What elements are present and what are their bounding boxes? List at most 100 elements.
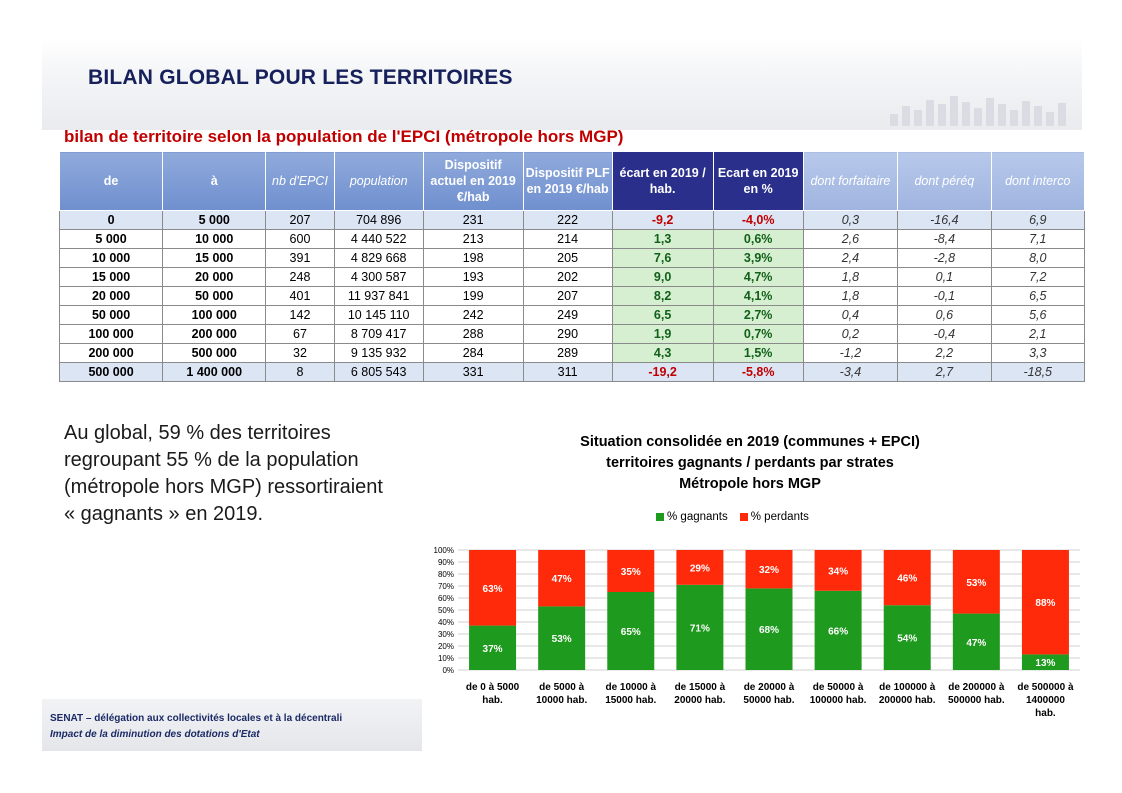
table-cell: 4 440 522 (333, 229, 424, 249)
legend-swatch-gagnants (656, 513, 664, 521)
table-cell: 401 (265, 286, 335, 306)
table-cell: 290 (522, 324, 613, 344)
bar-perdants (952, 550, 1000, 614)
data-label-gagnants: 68% (759, 625, 779, 636)
table-row: 50 000 100 000 142 10 145 110 242 249 6,5 2,7% 0… (58, 305, 1086, 325)
table-cell: 8 709 417 (333, 324, 424, 344)
table-cell: 213 (422, 229, 524, 249)
table-cell: 4 829 668 (333, 248, 424, 268)
x-tick-label: 10000 hab. (536, 695, 587, 706)
table-cell: 2,6 (802, 229, 899, 249)
table-cell: 200 000 (58, 343, 164, 363)
y-tick-label: 60% (438, 594, 454, 603)
data-label-gagnants: 47% (966, 638, 986, 649)
legend-swatch-perdants (739, 513, 748, 521)
x-tick-label: de 5000 à (539, 682, 584, 693)
table-cell: 5,6 (990, 305, 1086, 325)
table-row: 15 000 20 000 248 4 300 587 193 202 9,0 4,7% 1,8… (58, 267, 1086, 287)
data-label-gagnants: 13% (1035, 658, 1055, 669)
data-label-perdants: 53% (966, 578, 986, 589)
table-cell: 0,7% (712, 324, 804, 344)
header-nb-epci: nb d'EPCI (265, 151, 335, 211)
table-cell: 1,9 (611, 324, 714, 344)
stacked-bar-chart: 0% 10% 20% 30% 40% 50% 60% 70% 80% 90% 100% 37% 63% d… (434, 546, 1080, 719)
table-cell: 10 000 (58, 248, 164, 268)
chart-title-line-3: Métropole hors MGP (679, 476, 821, 492)
table-cell: 1,5% (712, 343, 804, 363)
table-cell: 205 (522, 248, 613, 268)
data-label-perdants: 88% (1035, 598, 1055, 609)
header-dont-interco: dont interco (990, 151, 1086, 211)
territory-table: de à nb d'EPCI population Dispositif act… (58, 151, 1086, 382)
table-cell: 100 000 (162, 305, 267, 325)
header-a: à (162, 151, 267, 211)
table-cell: 11 937 841 (333, 286, 424, 306)
table-cell: -19,2 (611, 362, 714, 382)
table-row: 20 000 50 000 401 11 937 841 199 207 8,2 4,1% 1,… (58, 286, 1086, 306)
header-dont-pereq: dont péréq (897, 151, 992, 211)
data-label-perdants: 32% (759, 565, 779, 576)
table-cell: 249 (522, 305, 613, 325)
x-tick-label: 200000 hab. (879, 695, 936, 706)
table-cell: -2,8 (897, 248, 992, 268)
table-cell: 0 (58, 210, 164, 230)
legend-label-gagnants: % gagnants (667, 511, 728, 523)
table-cell: 2,1 (990, 324, 1086, 344)
header-dispositif-actuel: Dispositif actuel en 2019 €/hab (422, 151, 524, 211)
header-ecart-hab: écart en 2019 / hab. (611, 151, 714, 211)
table-cell: 32 (265, 343, 335, 363)
table-cell: 6,5 (990, 286, 1086, 306)
page-title: BILAN GLOBAL POUR LES TERRITOIRES (88, 66, 513, 89)
table-cell: -16,4 (897, 210, 992, 230)
x-tick-label: hab. (482, 695, 503, 706)
table-cell: 15 000 (162, 248, 267, 268)
table-row: 200 000 500 000 32 9 135 932 284 289 4,3 1,5% -1… (58, 343, 1086, 363)
table-cell: 214 (522, 229, 613, 249)
x-tick-label: hab. (1035, 708, 1056, 719)
table-cell: -1,2 (802, 343, 899, 363)
table-cell: 10 000 (162, 229, 267, 249)
table-cell: 288 (422, 324, 524, 344)
data-label-gagnants: 65% (621, 627, 641, 638)
table-cell: 600 (265, 229, 335, 249)
y-tick-label: 0% (442, 666, 454, 675)
table-cell: 2,7% (712, 305, 804, 325)
table-cell: 100 000 (58, 324, 164, 344)
bar-gagnants (745, 588, 793, 670)
x-tick-label: de 15000 à (675, 682, 726, 693)
header-band (42, 38, 1082, 130)
y-tick-label: 80% (438, 570, 454, 579)
header-ecart-pct: Ecart en 2019 en % (712, 151, 804, 211)
header-de: de (58, 151, 164, 211)
table-cell: 0,1 (897, 267, 992, 287)
bar-perdants (538, 550, 586, 607)
table-row: 10 000 15 000 391 4 829 668 198 205 7,6 3,9% 2,4… (58, 248, 1086, 268)
table-cell: 2,7 (897, 362, 992, 382)
data-label-perdants: 47% (552, 574, 572, 585)
table-cell: 7,1 (990, 229, 1086, 249)
data-label-gagnants: 71% (690, 623, 710, 634)
table-cell: 4,7% (712, 267, 804, 287)
global-summary-text: Au global, 59 % des territoires regroupa… (64, 422, 383, 525)
x-tick-label: de 50000 à (813, 682, 864, 693)
table-cell: 0,3 (802, 210, 899, 230)
table-cell: 199 (422, 286, 524, 306)
table-cell: 6 805 543 (333, 362, 424, 382)
x-tick-label: de 200000 à (948, 682, 1005, 693)
table-cell: 7,6 (611, 248, 714, 268)
y-tick-label: 30% (438, 630, 454, 639)
table-cell: 1 400 000 (162, 362, 267, 382)
table-cell: 248 (265, 267, 335, 287)
chart-title: Situation consolidée en 2019 (communes +… (500, 432, 1000, 495)
bar-gagnants (607, 592, 655, 670)
data-label-gagnants: 66% (828, 626, 848, 637)
table-cell: 704 896 (333, 210, 424, 230)
table-cell: 500 000 (58, 362, 164, 382)
bar-perdants (607, 550, 655, 592)
table-cell: 5 000 (58, 229, 164, 249)
y-tick-label: 100% (434, 546, 454, 555)
x-tick-label: 500000 hab. (948, 695, 1005, 706)
table-cell: -3,4 (802, 362, 899, 382)
table-cell: 391 (265, 248, 335, 268)
